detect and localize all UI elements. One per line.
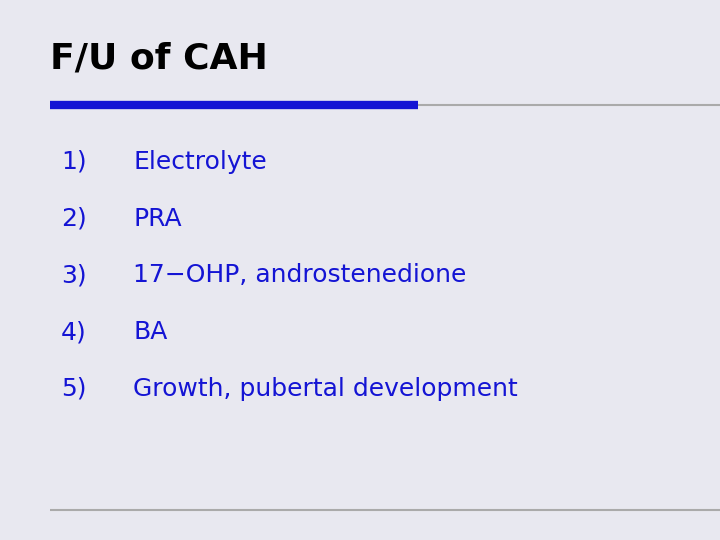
Text: Growth, pubertal development: Growth, pubertal development (133, 377, 518, 401)
Text: 1): 1) (60, 150, 86, 174)
Text: PRA: PRA (133, 207, 182, 231)
Text: 4): 4) (60, 320, 86, 344)
Text: 3): 3) (60, 264, 86, 287)
Text: 17−OHP, androstenedione: 17−OHP, androstenedione (133, 264, 467, 287)
Text: Electrolyte: Electrolyte (133, 150, 267, 174)
Text: 5): 5) (61, 377, 86, 401)
Text: F/U of CAH: F/U of CAH (50, 42, 269, 76)
Text: 2): 2) (60, 207, 86, 231)
Text: BA: BA (133, 320, 168, 344)
